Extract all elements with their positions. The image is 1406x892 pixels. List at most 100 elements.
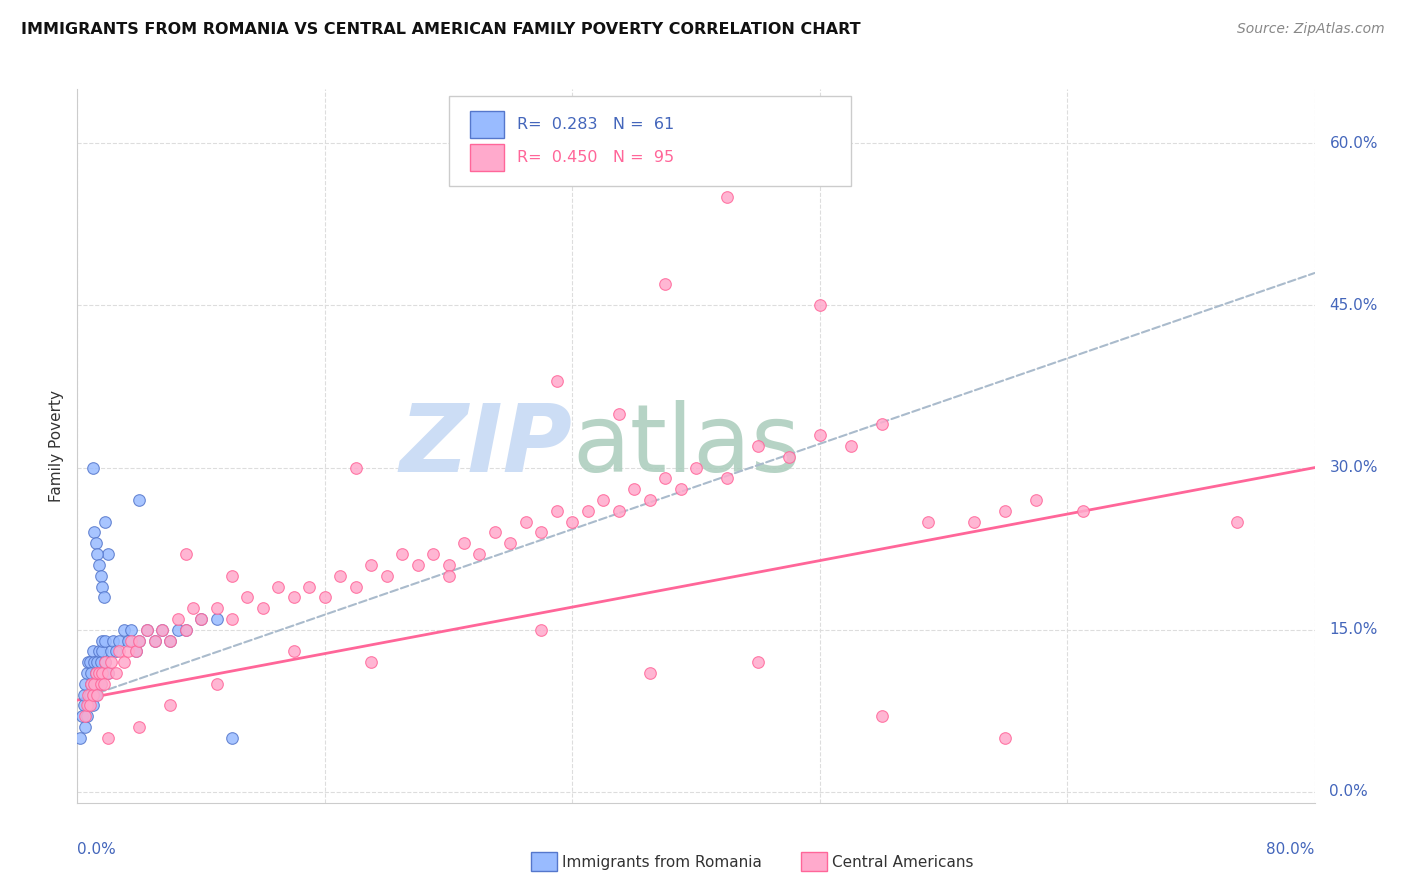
Point: [607, 407, 630, 421]
Point: [453, 536, 475, 550]
Point: [83, 677, 105, 691]
Point: [499, 536, 522, 550]
Point: [84, 536, 107, 550]
Point: [437, 558, 460, 572]
Point: [69, 731, 91, 745]
Point: [638, 493, 661, 508]
Point: [375, 568, 398, 582]
Point: [128, 493, 150, 508]
Point: [125, 644, 148, 658]
Point: [77, 655, 100, 669]
Point: [82, 644, 104, 658]
Point: [205, 601, 228, 615]
Point: [283, 591, 305, 605]
Point: [530, 623, 553, 637]
Y-axis label: Family Poverty: Family Poverty: [49, 390, 65, 502]
Point: [136, 623, 159, 637]
Point: [669, 482, 692, 496]
Point: [82, 698, 104, 713]
Point: [82, 688, 104, 702]
Point: [79, 688, 101, 702]
Point: [174, 623, 197, 637]
Point: [100, 655, 122, 669]
Text: Immigrants from Romania: Immigrants from Romania: [562, 855, 762, 870]
Point: [79, 655, 101, 669]
Point: [174, 623, 197, 637]
Point: [870, 417, 893, 432]
Point: [83, 525, 105, 540]
Point: [654, 277, 676, 291]
Bar: [470, 145, 505, 171]
Point: [167, 612, 190, 626]
Point: [515, 515, 537, 529]
Point: [90, 677, 111, 691]
Point: [654, 471, 676, 485]
Point: [72, 698, 94, 713]
Point: [716, 471, 738, 485]
Point: [97, 666, 120, 681]
Point: [128, 633, 150, 648]
Point: [90, 568, 111, 582]
Point: [546, 374, 568, 388]
Point: [128, 720, 150, 734]
Point: [546, 504, 568, 518]
Point: [344, 580, 367, 594]
Point: [117, 644, 139, 658]
Point: [75, 709, 96, 723]
Point: [76, 698, 98, 713]
Point: [93, 591, 115, 605]
Point: [112, 655, 135, 669]
Point: [86, 655, 108, 669]
Point: [468, 547, 491, 561]
Point: [917, 515, 939, 529]
Point: [283, 644, 305, 658]
Point: [159, 633, 181, 648]
Text: ZIP: ZIP: [399, 400, 572, 492]
Text: 80.0%: 80.0%: [1267, 842, 1315, 857]
Point: [76, 709, 98, 723]
Point: [808, 428, 831, 442]
Point: [94, 655, 117, 669]
Text: R=  0.283   N =  61: R= 0.283 N = 61: [516, 117, 673, 132]
Point: [314, 591, 336, 605]
Point: [136, 623, 159, 637]
Point: [778, 450, 800, 464]
Point: [75, 720, 96, 734]
Point: [101, 633, 124, 648]
Point: [159, 633, 181, 648]
Point: [82, 688, 104, 702]
Point: [839, 439, 862, 453]
Text: R=  0.450   N =  95: R= 0.450 N = 95: [516, 150, 673, 165]
Point: [72, 688, 94, 702]
Point: [94, 515, 117, 529]
Point: [252, 601, 274, 615]
Point: [90, 677, 111, 691]
Point: [80, 666, 103, 681]
Point: [84, 666, 107, 681]
Point: [91, 633, 114, 648]
Text: Central Americans: Central Americans: [832, 855, 974, 870]
Point: [267, 580, 290, 594]
Point: [86, 688, 108, 702]
Text: IMMIGRANTS FROM ROMANIA VS CENTRAL AMERICAN FAMILY POVERTY CORRELATION CHART: IMMIGRANTS FROM ROMANIA VS CENTRAL AMERI…: [21, 22, 860, 37]
Point: [344, 460, 367, 475]
Text: 45.0%: 45.0%: [1330, 298, 1378, 313]
Point: [77, 688, 100, 702]
Point: [87, 558, 110, 572]
Point: [159, 698, 181, 713]
Point: [747, 439, 769, 453]
Point: [77, 698, 100, 713]
Point: [298, 580, 321, 594]
Point: [121, 623, 143, 637]
Point: [80, 677, 103, 691]
Point: [82, 460, 104, 475]
Point: [360, 558, 382, 572]
Point: [94, 655, 117, 669]
Point: [90, 655, 111, 669]
Point: [112, 623, 135, 637]
Point: [91, 580, 114, 594]
Point: [86, 547, 108, 561]
Point: [963, 515, 986, 529]
Point: [685, 460, 707, 475]
Point: [406, 558, 429, 572]
